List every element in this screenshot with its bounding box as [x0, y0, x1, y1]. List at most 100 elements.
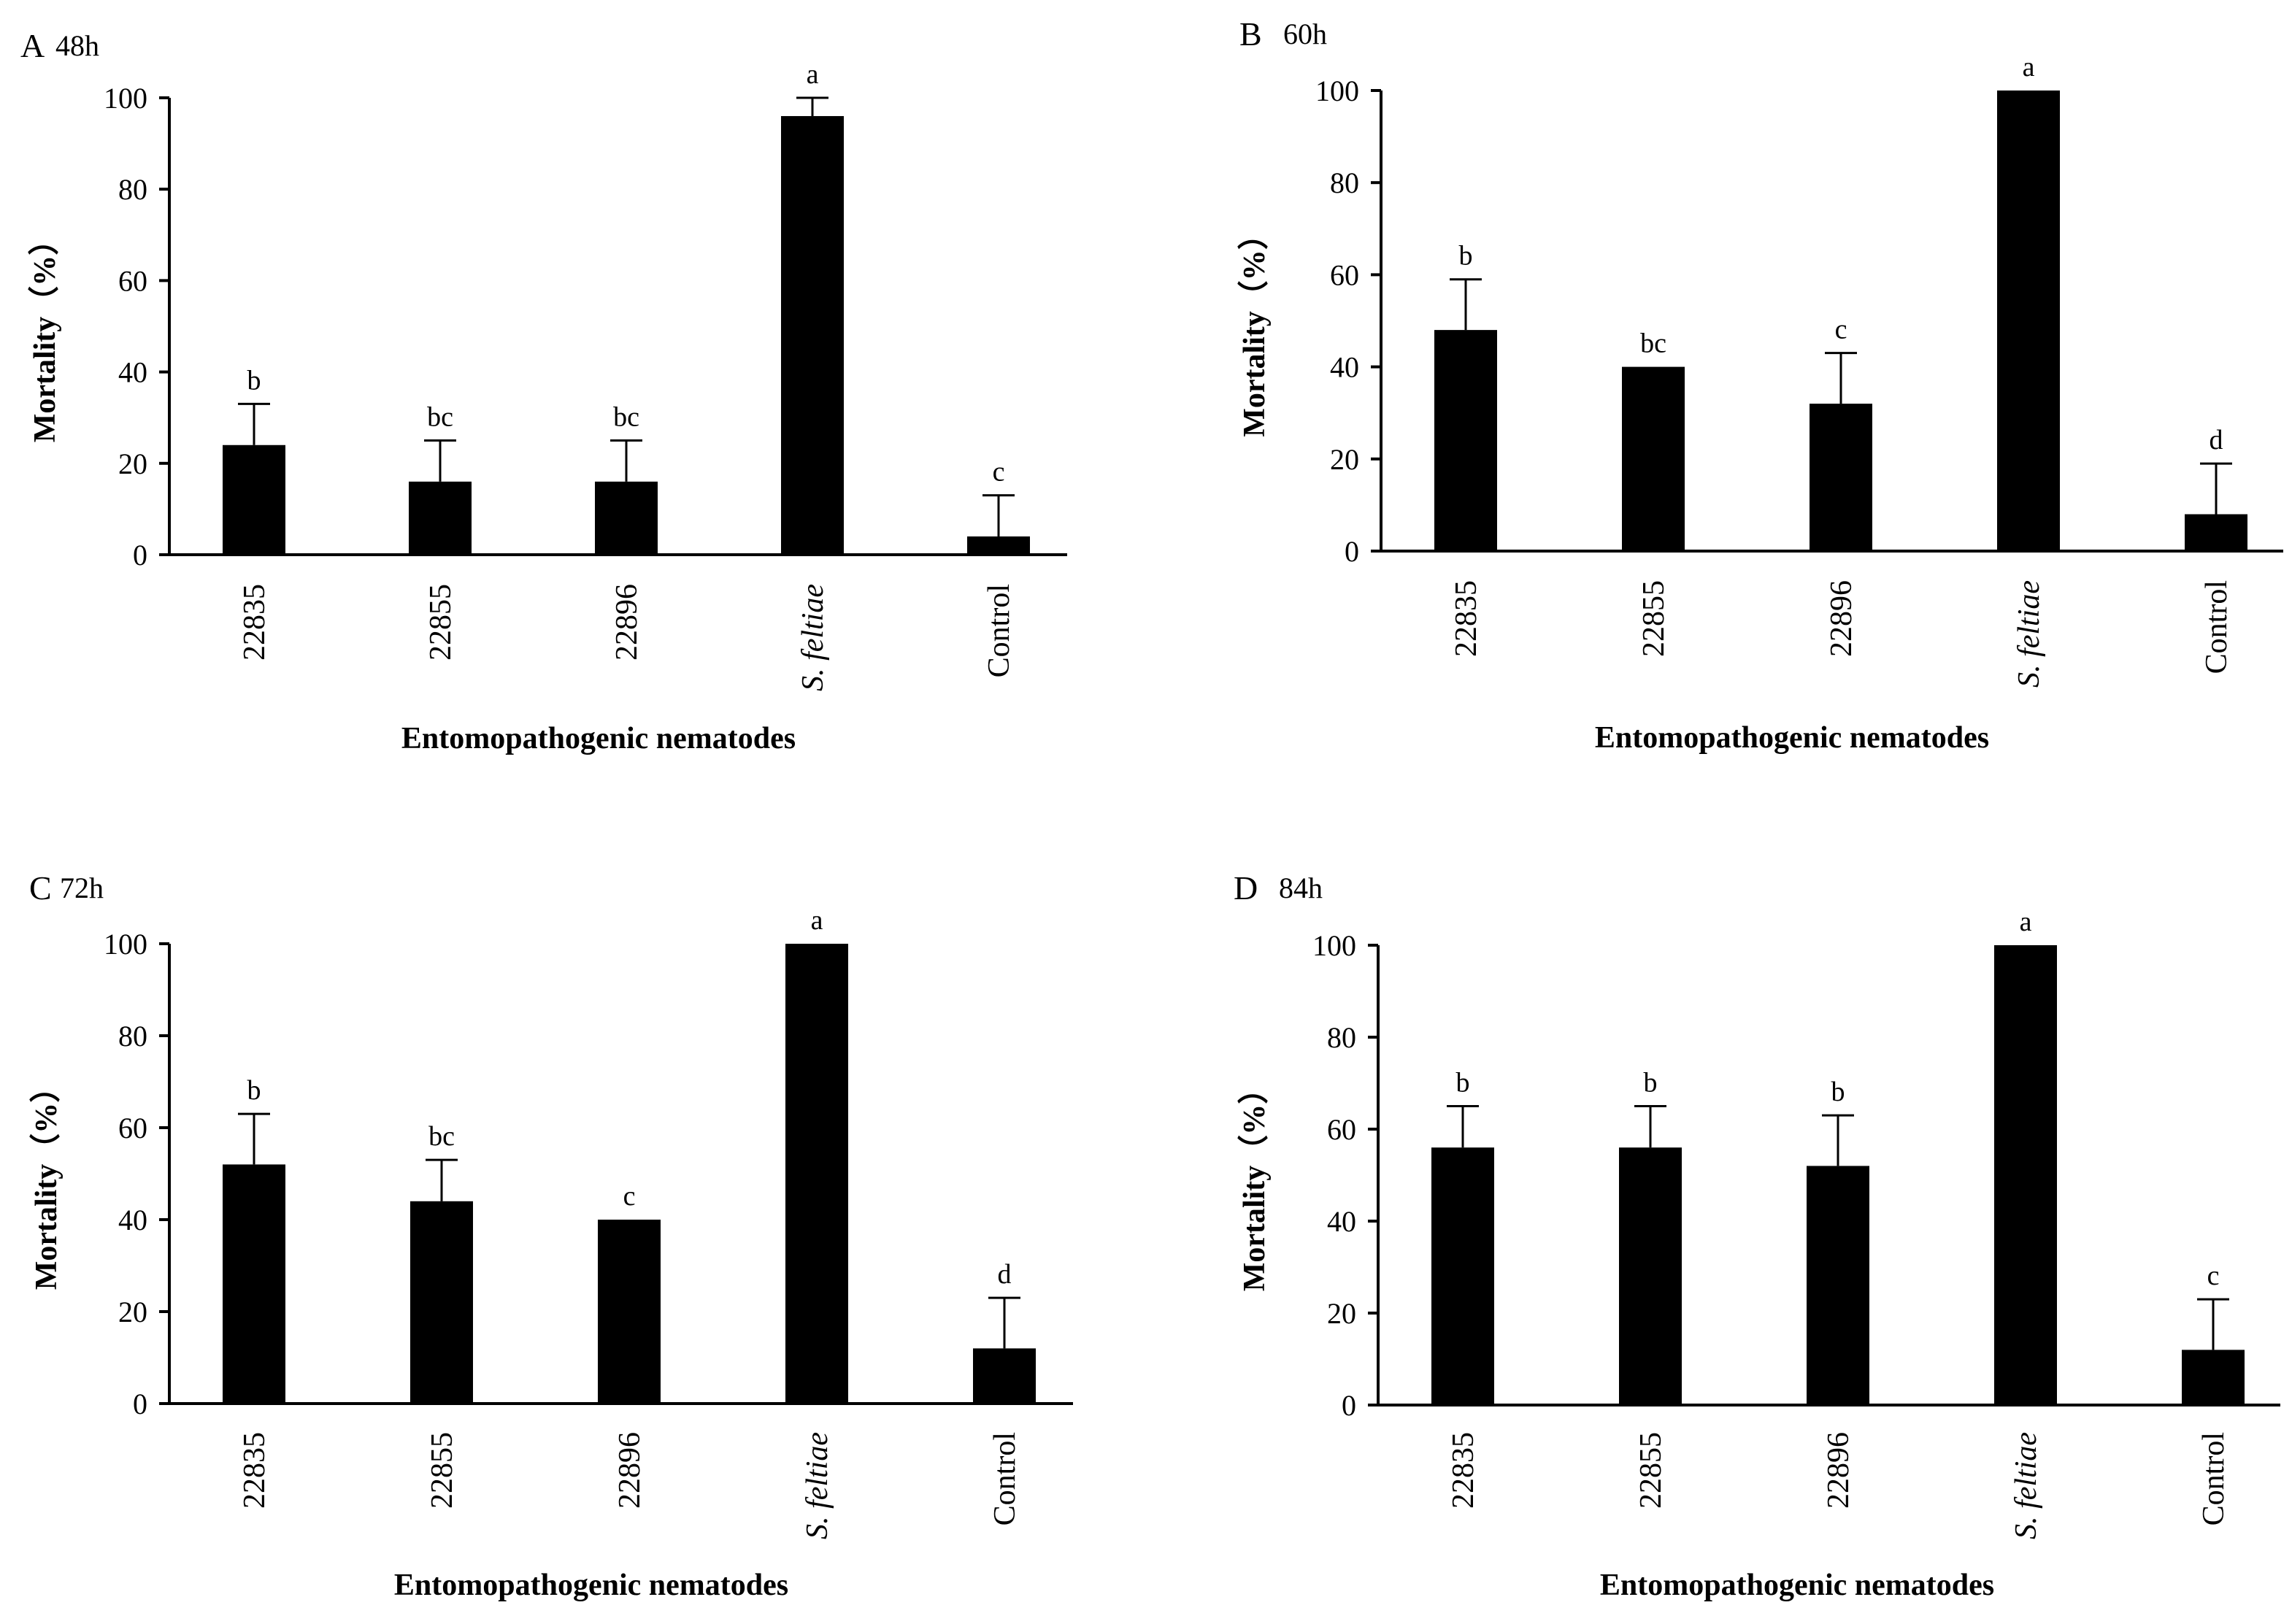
panel-time-label: 84h [1279, 871, 1323, 904]
x-category-label: 22896 [1825, 580, 1858, 657]
significance-letter: b [247, 365, 261, 396]
y-tick-label: 20 [118, 447, 147, 480]
y-tick-label: 80 [118, 1020, 147, 1052]
x-category-label: S. feltiae [2012, 580, 2046, 688]
panel-time-label: 60h [1283, 18, 1327, 50]
significance-letter: d [2210, 425, 2223, 455]
bar-2 [409, 481, 472, 555]
panel-letter: A [20, 27, 45, 64]
x-category-label: 22835 [1450, 580, 1483, 657]
y-axis-label: Mortality（%） [28, 225, 62, 443]
x-category-label: Control [982, 584, 1016, 677]
y-tick-label: 40 [118, 1204, 147, 1236]
x-category-label: 22855 [1634, 1432, 1668, 1509]
bar-5 [2185, 514, 2247, 551]
chart-panel-a: A 48h 0 20 40 60 80 100 Mortality（%） b 22835 bc 2285… [20, 27, 1067, 755]
y-tick-label: 40 [118, 356, 147, 389]
bar-4 [781, 116, 844, 555]
bar-4 [785, 944, 848, 1404]
y-tick-label: 40 [1327, 1205, 1356, 1238]
bar-4 [1997, 91, 2060, 551]
bar-2 [1622, 366, 1685, 551]
bar-2 [1619, 1147, 1682, 1405]
x-category-label: 22855 [1637, 580, 1671, 657]
x-category-label: 22835 [238, 1432, 272, 1509]
x-category-label: Control [2197, 1432, 2231, 1525]
bar-5 [973, 1348, 1036, 1404]
panel-letter: B [1239, 15, 1262, 53]
y-tick-label: 60 [1327, 1113, 1356, 1146]
significance-letter: a [811, 905, 823, 936]
y-tick-label: 20 [1327, 1297, 1356, 1330]
y-tick-label: 80 [1327, 1021, 1356, 1054]
x-category-label: 22896 [1822, 1432, 1855, 1509]
bar-1 [223, 445, 285, 555]
significance-letter: bc [613, 402, 639, 433]
x-axis-label: Entomopathogenic nematodes [394, 1569, 788, 1602]
bar-3 [598, 1220, 661, 1404]
y-tick-label: 100 [104, 928, 147, 961]
significance-letter: b [1831, 1077, 1845, 1107]
panel-time-label: 48h [55, 29, 99, 62]
y-tick-label: 60 [118, 264, 147, 297]
y-tick-label: 80 [1330, 166, 1359, 199]
y-tick-label: 60 [1330, 258, 1359, 291]
bar-1 [1431, 1147, 1494, 1405]
significance-letter: c [623, 1181, 636, 1212]
x-category-label: S. feltiae [796, 584, 830, 691]
bar-1 [1434, 330, 1497, 551]
y-axis-label: Mortality（%） [1237, 219, 1272, 437]
chart-panel-c: C 72h 0 20 40 60 80 100 Mortality（%） b 22835 bc 2285… [29, 869, 1073, 1602]
significance-letter: c [993, 457, 1005, 488]
chart-panel-d: D 84h 0 20 40 60 80 100 Mortality（%） b 22835 b 22855… [1234, 869, 2280, 1602]
x-axis-label: Entomopathogenic nematodes [401, 722, 796, 755]
x-category-label: 22835 [238, 584, 272, 661]
x-axis-label: Entomopathogenic nematodes [1595, 721, 1989, 755]
significance-letter: bc [428, 1121, 455, 1152]
y-tick-label: 0 [1345, 535, 1359, 568]
y-tick-label: 100 [1312, 929, 1356, 962]
x-category-label: Control [2200, 580, 2234, 674]
significance-letter: a [807, 59, 819, 90]
significance-letter: b [247, 1075, 261, 1106]
y-tick-label: 20 [118, 1296, 147, 1328]
y-tick-label: 100 [104, 82, 147, 115]
panel-letter: D [1234, 869, 1258, 907]
x-category-label: S. feltiae [801, 1432, 834, 1539]
significance-letter: b [1456, 1068, 1470, 1098]
x-category-label: 22896 [610, 584, 644, 661]
bar-2 [410, 1201, 473, 1404]
bar-1 [223, 1164, 285, 1404]
x-category-label: 22835 [1447, 1432, 1480, 1509]
x-axis-label: Entomopathogenic nematodes [1600, 1569, 1994, 1602]
y-tick-label: 20 [1330, 443, 1359, 476]
significance-letter: c [1835, 315, 1847, 345]
bar-4 [1994, 945, 2057, 1405]
significance-letter: bc [1640, 328, 1666, 359]
significance-letter: d [998, 1259, 1012, 1290]
bar-3 [595, 481, 658, 555]
bar-3 [1807, 1166, 1869, 1405]
significance-letter: a [2023, 52, 2035, 82]
panel-letter: C [29, 869, 52, 907]
significance-letter: b [1644, 1068, 1658, 1098]
y-tick-label: 60 [118, 1112, 147, 1144]
x-category-label: S. feltiae [2010, 1432, 2043, 1539]
x-category-label: 22855 [424, 584, 458, 661]
bar-5 [2182, 1350, 2245, 1405]
x-category-label: 22855 [426, 1432, 459, 1509]
significance-letter: b [1459, 241, 1473, 272]
y-tick-label: 0 [133, 539, 147, 572]
significance-letter: bc [427, 402, 453, 433]
y-tick-label: 40 [1330, 351, 1359, 384]
x-category-label: 22896 [613, 1432, 647, 1509]
y-tick-label: 100 [1315, 74, 1359, 107]
significance-letter: c [2207, 1261, 2220, 1291]
panel-time-label: 72h [60, 871, 104, 904]
y-axis-label: Mortality（%） [1237, 1074, 1272, 1292]
significance-letter: a [2020, 907, 2032, 937]
chart-panel-b: B 60h 0 20 40 60 80 100 Mortality（%） b 22835 bc 2285… [1237, 15, 2283, 755]
bar-5 [967, 536, 1030, 555]
y-tick-label: 0 [1342, 1389, 1356, 1422]
